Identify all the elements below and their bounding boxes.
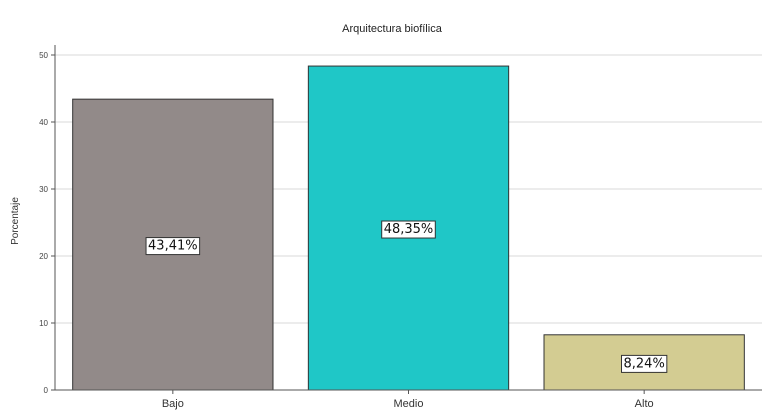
data-label: 8,24% (624, 356, 665, 371)
y-tick-label: 20 (39, 252, 48, 261)
y-tick-label: 30 (39, 185, 48, 194)
y-tick-label: 10 (39, 319, 48, 328)
y-tick-label: 0 (44, 386, 49, 395)
data-label-box (621, 354, 668, 373)
chart-title: Arquitectura biofílica (342, 23, 443, 35)
x-tick-label: Bajo (162, 398, 184, 410)
data-label-box (381, 220, 436, 239)
x-tick-label: Medio (394, 398, 424, 410)
data-label-box (145, 237, 201, 256)
y-axis-label: Porcentaje (10, 197, 21, 245)
bars (72, 65, 745, 391)
data-label: 48,35% (384, 222, 434, 237)
data-labels: 43,41% 48,35% 8,24% (145, 220, 668, 373)
axes: 0 10 20 30 40 50 Bajo Medio Alto (39, 45, 762, 410)
data-label: 43,41% (148, 239, 198, 254)
y-tick-label: 50 (39, 51, 48, 60)
x-tick-label: Alto (635, 398, 654, 410)
y-tick-label: 40 (39, 118, 48, 127)
